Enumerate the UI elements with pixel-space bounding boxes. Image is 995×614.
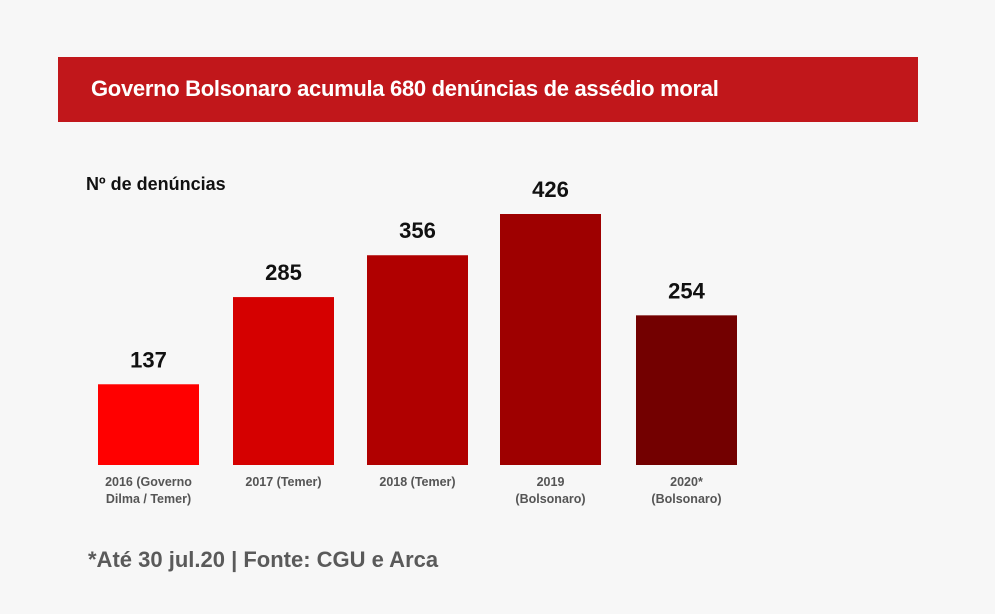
data-label-3: 426 [532, 177, 569, 202]
x-tick-label-4-line-1: (Bolsonaro) [651, 492, 721, 506]
y-axis-label: Nº de denúncias [86, 174, 226, 194]
data-label-2: 356 [399, 218, 436, 243]
x-tick-label-4-line-0: 2020* [670, 475, 703, 489]
x-tick-label-3-line-1: (Bolsonaro) [515, 492, 585, 506]
bar-2 [367, 255, 468, 465]
data-label-1: 285 [265, 260, 302, 285]
data-label-4: 254 [668, 278, 705, 303]
bar-4 [636, 315, 737, 465]
bar-1 [233, 297, 334, 465]
x-tick-label-0-line-1: Dilma / Temer) [106, 492, 191, 506]
footnote-source: *Até 30 jul.20 | Fonte: CGU e Arca [88, 547, 439, 572]
x-tick-label-3-line-0: 2019 [537, 475, 565, 489]
bar-3 [500, 214, 601, 465]
title-banner: Governo Bolsonaro acumula 680 denúncias … [58, 57, 918, 122]
bar-0 [98, 384, 199, 465]
x-tick-label-2-line-0: 2018 (Temer) [379, 475, 455, 489]
x-tick-label-1-line-0: 2017 (Temer) [245, 475, 321, 489]
data-label-0: 137 [130, 347, 167, 372]
x-tick-label-0-line-0: 2016 (Governo [105, 475, 192, 489]
chart-title: Governo Bolsonaro acumula 680 denúncias … [91, 76, 719, 101]
